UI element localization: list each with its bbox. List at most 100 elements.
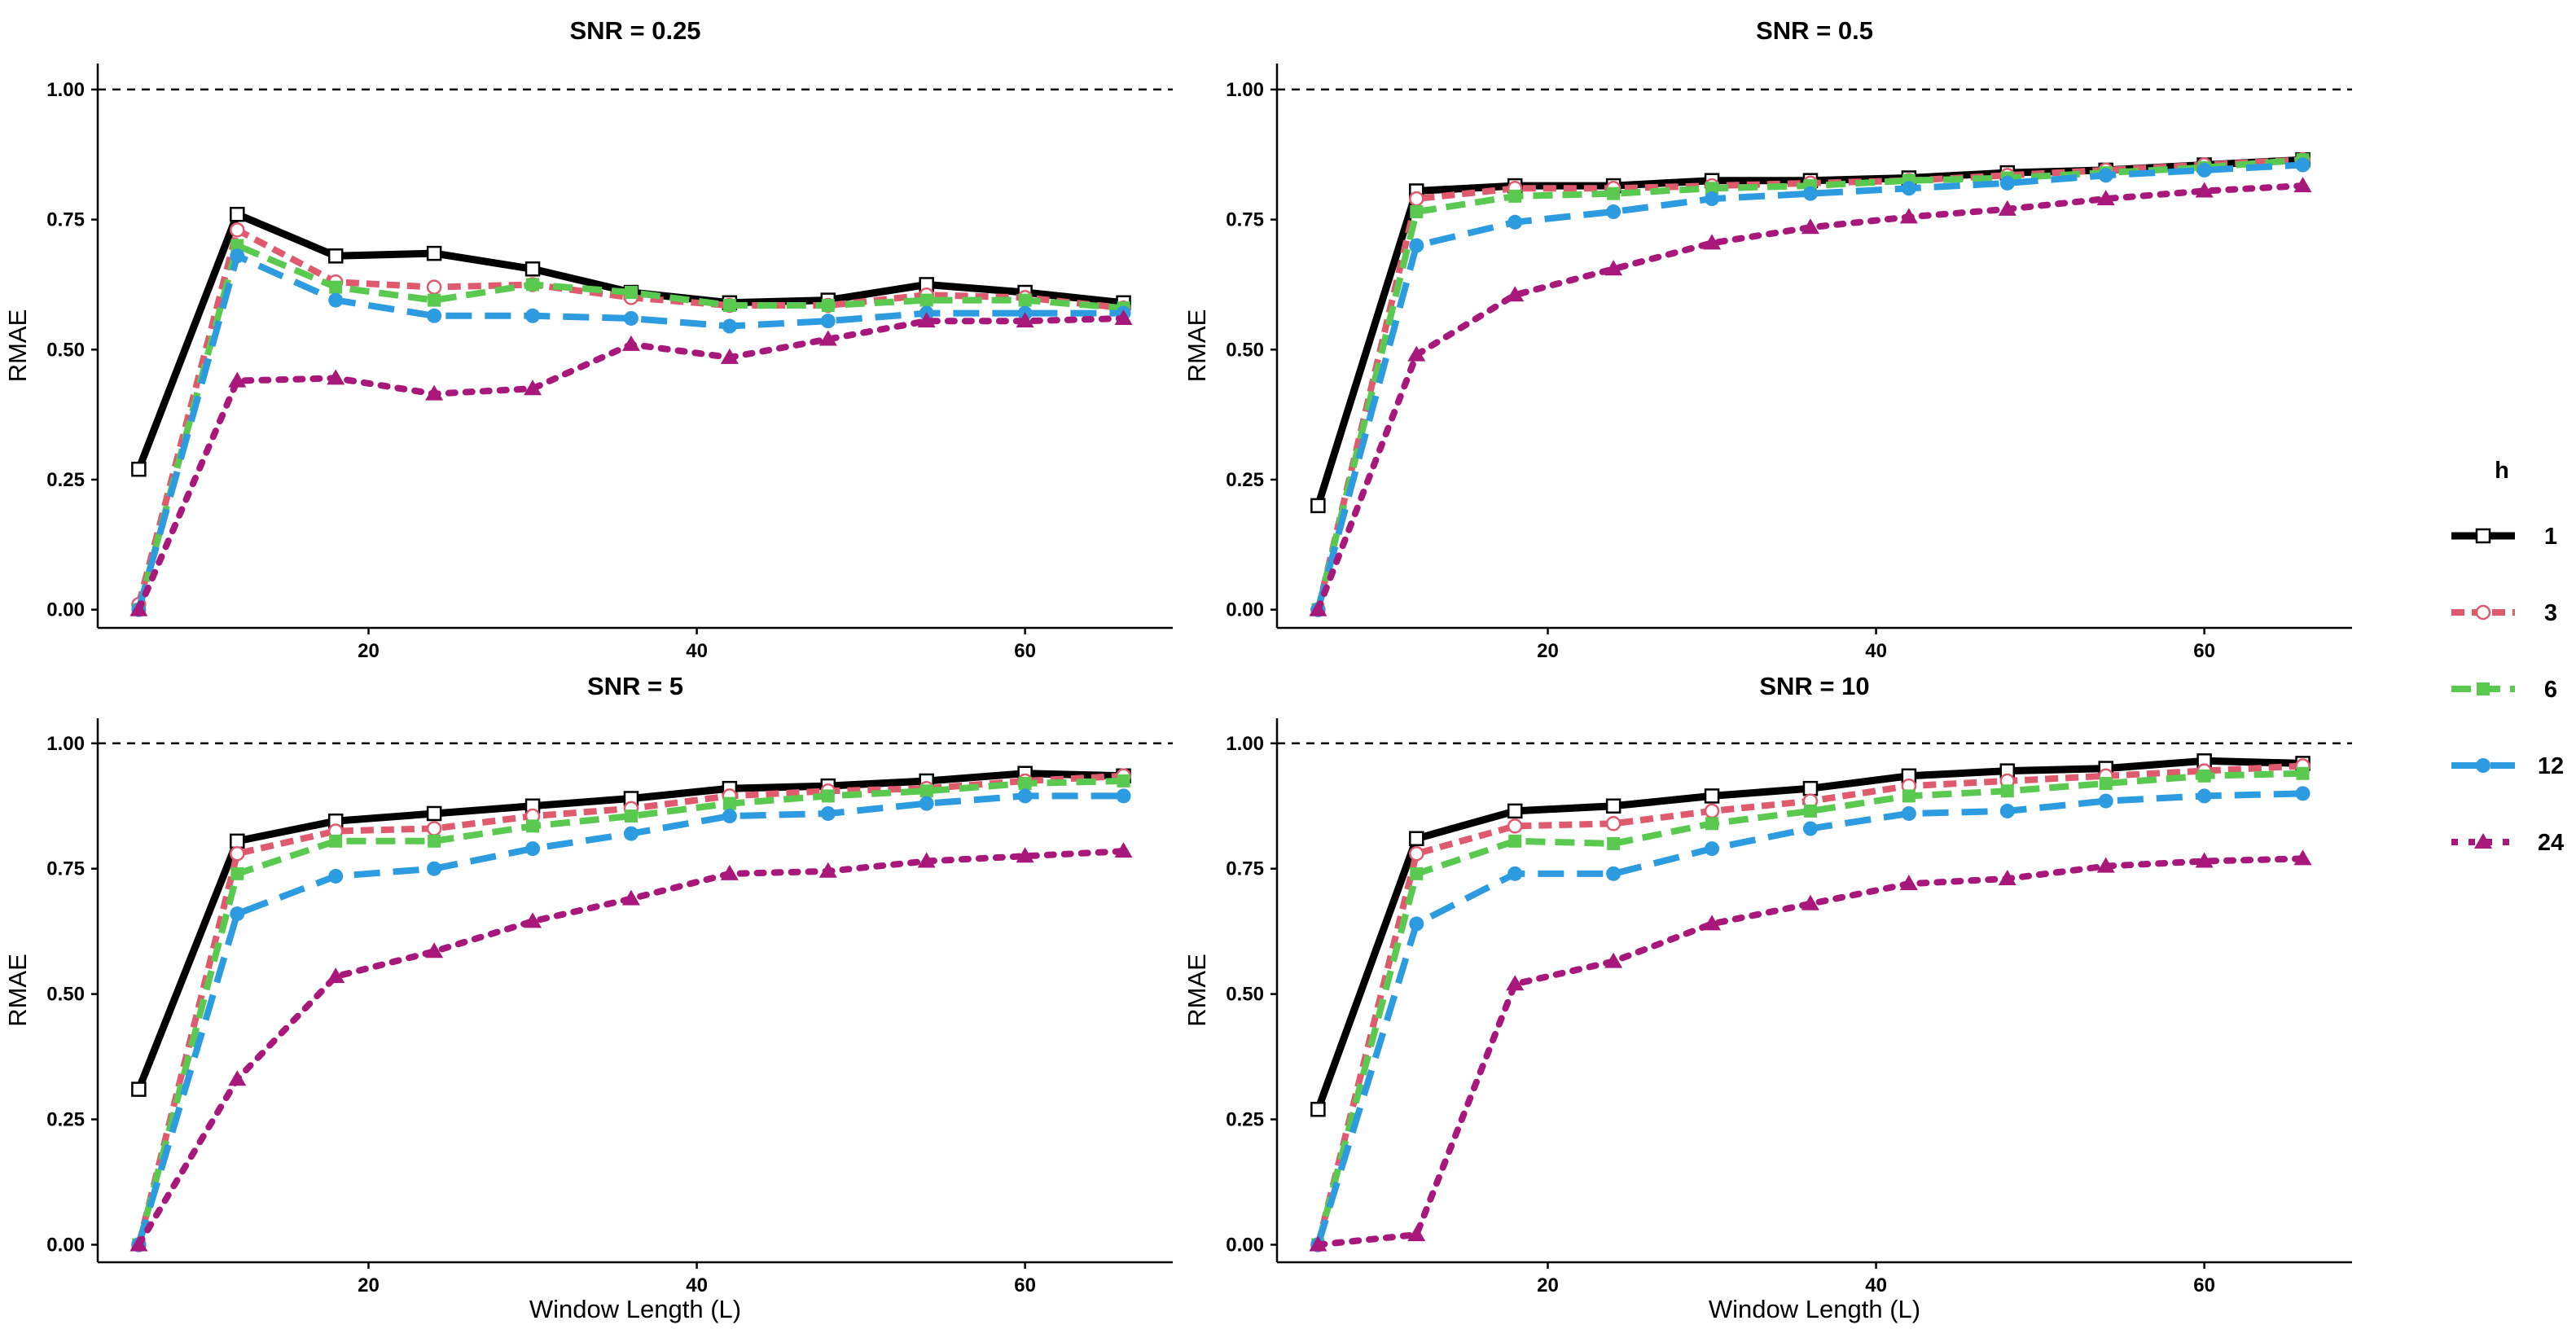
legend-entry-12: 12 [2451, 753, 2564, 779]
point-h-12 [623, 310, 639, 326]
point-h-6 [1410, 205, 1424, 219]
point-h-24 [1998, 200, 2016, 216]
point-h-24 [2096, 857, 2115, 873]
x-tick-label: 40 [686, 1274, 708, 1296]
point-h-12 [427, 861, 442, 876]
point-h-24 [2096, 190, 2115, 206]
point-h-12 [1999, 175, 2015, 191]
point-h-12 [1606, 204, 1622, 220]
panel-title: SNR = 0.25 [569, 16, 700, 45]
point-h-3 [230, 222, 245, 238]
point-h-12 [820, 314, 836, 329]
point-h-6 [329, 280, 343, 294]
y-axis-label: RMAE [3, 954, 32, 1027]
point-h-12 [2196, 162, 2212, 178]
series-line-h-6 [135, 242, 1124, 611]
point-h-12 [2295, 157, 2311, 173]
point-h-24 [917, 852, 936, 868]
point-h-12 [1606, 866, 1622, 881]
point-h-24 [818, 330, 837, 346]
point-h-24 [720, 348, 739, 364]
series-h-12 [131, 788, 1131, 1252]
y-tick-label: 0.25 [1226, 469, 1264, 491]
point-h-6 [1508, 834, 1522, 848]
series-line-h-6 [135, 778, 1124, 1246]
y-tick-label: 0.50 [46, 339, 85, 361]
y-tick-label: 0.25 [1226, 1109, 1264, 1131]
legend-title: h [2495, 458, 2509, 484]
point-h-24 [2293, 849, 2312, 866]
point-h-24 [1604, 260, 1623, 276]
series-line-h-24 [1314, 855, 2306, 1248]
y-tick-label: 0.00 [1226, 599, 1264, 621]
series-line-h-24 [135, 315, 1127, 613]
point-h-24 [720, 864, 739, 880]
y-tick-label: 0.75 [1226, 209, 1264, 231]
point-h-3 [1605, 816, 1622, 831]
legend-marker [2475, 604, 2491, 621]
point-h-6 [1705, 182, 1719, 195]
y-tick-label: 0.75 [46, 858, 85, 880]
point-h-12 [1017, 788, 1033, 804]
x-tick-label: 20 [358, 640, 380, 662]
point-h-1 [1409, 831, 1424, 847]
point-h-6 [1902, 789, 1916, 803]
point-h-1 [131, 461, 147, 477]
point-h-3 [1507, 818, 1523, 834]
point-h-24 [1506, 975, 1525, 991]
point-h-6 [1705, 817, 1719, 831]
point-h-6 [821, 299, 835, 312]
x-tick-label: 60 [2193, 1274, 2215, 1296]
point-h-24 [228, 1070, 247, 1086]
point-h-24 [1114, 309, 1133, 325]
point-h-6 [624, 809, 638, 823]
x-tick-label: 20 [1537, 640, 1559, 662]
legend-entry-6: 6 [2451, 677, 2557, 703]
x-tick-label: 40 [1865, 1274, 1887, 1296]
series-line-h-24 [135, 848, 1127, 1248]
point-h-12 [230, 906, 245, 922]
point-h-6 [230, 866, 244, 880]
point-h-1 [426, 805, 442, 822]
y-tick-label: 0.25 [46, 1109, 85, 1131]
series-h-24 [129, 309, 1133, 616]
y-tick-label: 1.00 [46, 79, 85, 101]
series-line-h-12 [1314, 790, 2303, 1246]
point-h-1 [230, 206, 245, 222]
point-h-24 [1998, 870, 2016, 886]
point-h-6 [919, 293, 933, 307]
series-h-3 [131, 768, 1131, 1252]
legend-marker [2477, 682, 2490, 695]
point-h-12 [1901, 181, 1916, 196]
series-h-6 [132, 774, 1130, 1252]
series-h-24 [129, 842, 1133, 1252]
point-h-1 [524, 261, 541, 277]
y-axis-label: RMAE [1183, 954, 1211, 1027]
series-line-h-6 [1314, 770, 2303, 1246]
point-h-12 [722, 809, 737, 824]
point-h-24 [1016, 312, 1034, 328]
point-h-3 [1704, 803, 1720, 819]
panel-title: SNR = 5 [587, 672, 683, 700]
point-h-12 [525, 841, 541, 857]
series-h-1 [1310, 753, 2311, 1117]
point-h-24 [1604, 952, 1623, 968]
point-h-12 [1999, 803, 2015, 818]
point-h-24 [1407, 1226, 1426, 1242]
point-h-12 [1802, 186, 1818, 201]
legend-label: 24 [2538, 830, 2564, 856]
y-tick-label: 1.00 [46, 733, 85, 755]
legend-marker [2474, 833, 2492, 849]
point-h-1 [1704, 788, 1720, 804]
point-h-12 [1409, 916, 1424, 932]
series-line-h-3 [135, 772, 1124, 1246]
series-line-h-12 [135, 252, 1124, 611]
x-tick-label: 20 [1537, 1274, 1559, 1296]
legend-label: 6 [2544, 677, 2557, 703]
series-h-24 [1309, 177, 2312, 616]
point-h-24 [327, 967, 345, 984]
point-h-6 [919, 784, 933, 798]
point-h-24 [621, 889, 640, 906]
point-h-24 [2195, 182, 2214, 198]
point-h-6 [2099, 777, 2113, 791]
